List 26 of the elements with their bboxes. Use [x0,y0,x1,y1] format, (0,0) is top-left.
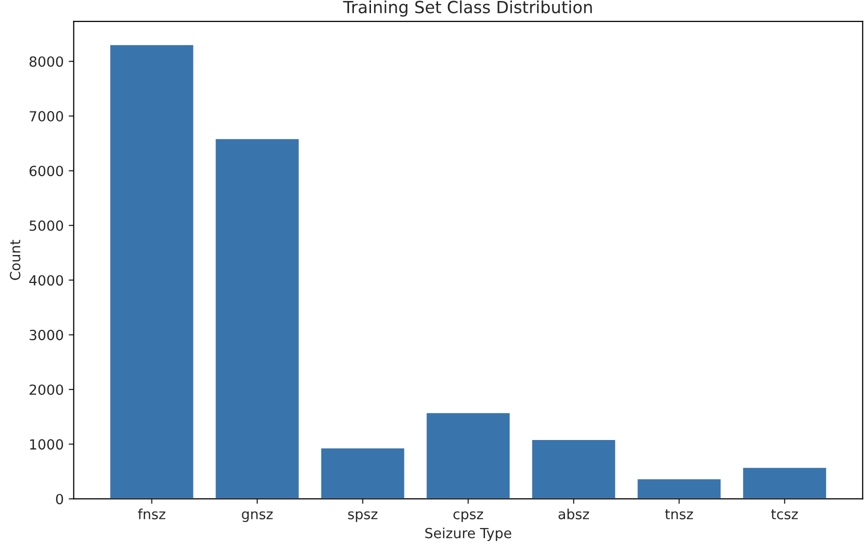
y-tick-label: 7000 [30,111,64,122]
y-tick-label: 0 [56,494,64,504]
bar [636,478,722,499]
x-tick-label: gnsz [242,511,273,522]
x-tick-label: spsz [348,511,378,522]
bar [425,412,512,499]
y-tick-label: 5000 [30,220,64,231]
y-tick-label: 2000 [30,384,64,395]
chart-title: Training Set Class Distribution [343,0,592,17]
bar [214,138,300,499]
y-axis-title: Count [10,240,20,280]
y-tick-label: 4000 [29,275,64,286]
x-tick-label: cpsz [453,511,484,522]
x-tick-label: fnsz [138,508,166,520]
y-tick-label: 1000 [30,439,64,450]
bar [742,466,828,499]
x-tick-label: tnsz [665,509,693,520]
bar [320,447,406,499]
y-tick-label: 6000 [30,166,64,176]
x-tick-label: absz [558,508,589,520]
x-axis-title: Seizure Type [425,528,512,542]
y-tick-label: 3000 [30,330,64,340]
bar [108,44,195,499]
x-tick-label: tcsz [771,509,798,520]
y-tick-label: 8000 [30,56,64,67]
bar [530,438,617,499]
